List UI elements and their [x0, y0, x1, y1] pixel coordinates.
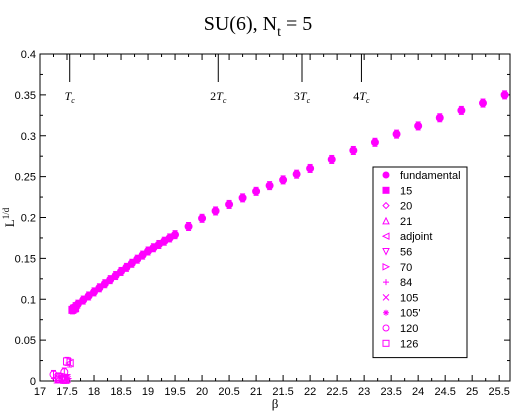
data-point: [414, 121, 423, 130]
x-tick-label: 17.5: [56, 386, 77, 398]
legend-label: 70: [400, 262, 412, 274]
data-point: [370, 138, 379, 147]
y-tick-label: 0.1: [21, 294, 36, 306]
legend-marker: [382, 201, 390, 210]
legend-label: 20: [400, 201, 412, 213]
legend-marker: [381, 232, 390, 241]
legend-marker: [382, 186, 390, 194]
legend-label: 105': [400, 308, 420, 320]
data-point: [457, 106, 466, 115]
x-tick-label: 17: [34, 386, 46, 398]
data-point: [292, 170, 301, 179]
legend-marker: [382, 248, 390, 256]
legend-marker: [382, 294, 390, 301]
x-tick-label: 20.5: [218, 386, 239, 398]
y-axis-label: L1/d: [1, 207, 17, 227]
chart-title: SU(6), Nt = 5: [204, 13, 313, 40]
x-tick-label: 18.5: [110, 386, 131, 398]
y-tick-label: 0.35: [15, 90, 36, 102]
data-point: [252, 187, 261, 196]
y-tick-label: 0.05: [15, 335, 36, 347]
x-tick-label: 24.5: [434, 386, 455, 398]
data-point: [265, 181, 274, 190]
data-point: [435, 113, 444, 122]
data-point: [211, 206, 220, 215]
y-axis-label-superscript: 1/d: [1, 207, 11, 219]
x-tick-label: 22.5: [326, 386, 347, 398]
x-tick-label: 18: [88, 386, 100, 398]
x-tick-label: 20: [196, 386, 208, 398]
legend: fundamental 15 20 21 adjoint 56 70 84 105 105' 120…: [372, 166, 468, 359]
y-tick-label: 0.15: [15, 253, 36, 265]
legend-label: 15: [400, 185, 412, 197]
legend-label: 126: [400, 338, 418, 350]
x-axis-label: β: [272, 396, 279, 411]
chart-title-main: SU(6), N: [204, 13, 277, 35]
legend-marker: [382, 324, 390, 332]
x-tick-label: 25: [466, 386, 478, 398]
chart-title-subscript: t: [277, 25, 281, 40]
x-tick-label: 23.5: [380, 386, 401, 398]
y-axis-label-main: L: [2, 219, 17, 227]
legend-label: 21: [400, 216, 412, 228]
data-point: [198, 214, 207, 223]
tc-label: Tc: [65, 89, 76, 105]
x-tick-label: 19: [142, 386, 154, 398]
legend-marker: [382, 262, 391, 271]
tc-label: 4Tc: [353, 89, 370, 105]
legend-marker: [382, 216, 390, 225]
legend-marker: [383, 279, 389, 286]
data-point: [54, 372, 63, 381]
legend-label: 105: [400, 292, 418, 304]
data-point: [71, 304, 80, 313]
tc-markers: Tc 2Tc 3Tc 4Tc: [65, 54, 370, 105]
legend-marker: [382, 339, 390, 347]
x-tick-label: 22: [304, 386, 316, 398]
y-tick-label: 0: [30, 376, 36, 388]
y-tick-label: 0.4: [21, 49, 36, 61]
legend-box: [372, 166, 468, 359]
y-tick-label: 0.2: [21, 213, 36, 225]
x-axis: 17 17.5 18 18.5 19 19.5 20 20.5 21 21.5 22 22.5 23 23…: [34, 54, 510, 398]
legend-label: adjoint: [400, 231, 432, 243]
data-point: [171, 230, 180, 239]
legend-marker: [382, 171, 390, 179]
data-point: [60, 368, 69, 377]
legend-marker: [383, 309, 389, 316]
legend-label: 56: [400, 247, 412, 259]
x-tick-label: 21.5: [272, 386, 293, 398]
data-points: [49, 90, 509, 384]
x-tick-label: 19.5: [164, 386, 185, 398]
x-tick-label: 21: [250, 386, 262, 398]
data-point: [64, 375, 72, 383]
data-point: [327, 155, 336, 164]
legend-label: 84: [400, 277, 412, 289]
data-point: [225, 200, 234, 209]
data-point: [500, 90, 509, 99]
tc-label: 2Tc: [210, 89, 227, 105]
tc-label: 3Tc: [294, 89, 311, 105]
data-point: [49, 370, 58, 379]
legend-label: fundamental: [400, 170, 461, 182]
x-tick-label: 23: [358, 386, 370, 398]
data-point: [63, 357, 72, 366]
data-point: [392, 130, 401, 139]
data-point: [349, 146, 358, 155]
data-point: [238, 193, 247, 202]
chart-title-suffix: = 5: [281, 13, 312, 35]
data-point: [184, 222, 193, 231]
x-tick-label: 25.5: [488, 386, 509, 398]
data-point: [279, 175, 288, 184]
data-point: [306, 164, 315, 173]
y-tick-label: 0.25: [15, 172, 36, 184]
y-axis: 0 0.05 0.1 0.15 0.2 0.25 0.3 0.35 0.4: [15, 49, 510, 388]
x-tick-label: 24: [412, 386, 424, 398]
legend-label: 120: [400, 323, 418, 335]
data-point: [478, 99, 487, 108]
y-tick-label: 0.3: [21, 131, 36, 143]
